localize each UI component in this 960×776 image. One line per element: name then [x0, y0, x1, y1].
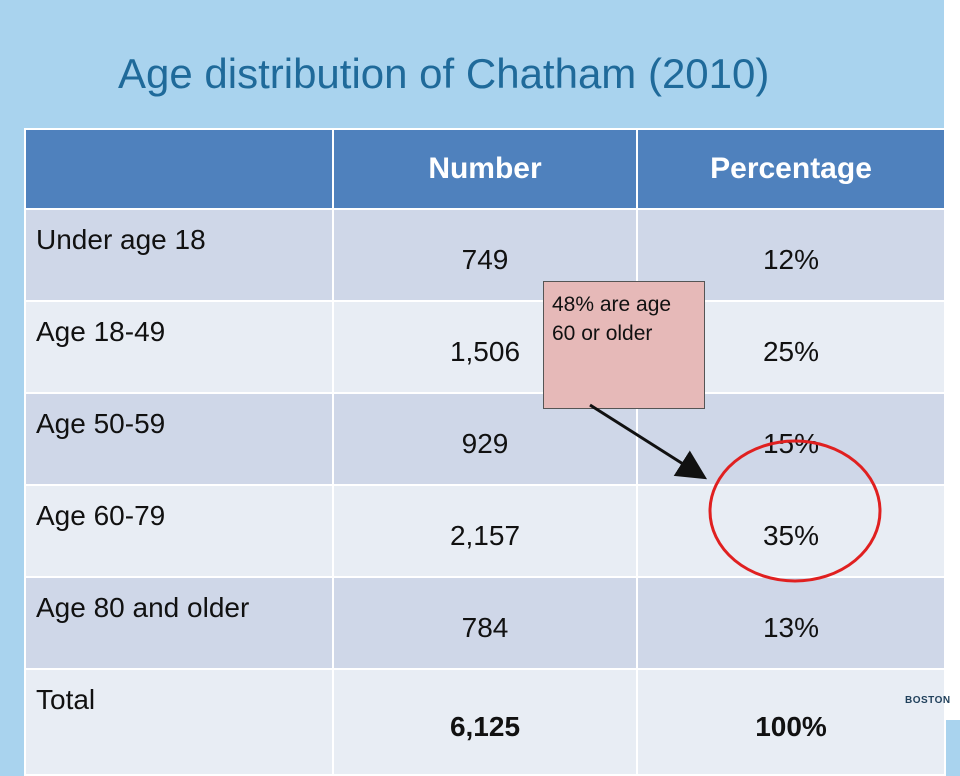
right-edge-panel	[944, 0, 960, 720]
callout-arrow	[589, 403, 708, 480]
table-header-row: Number Percentage	[24, 128, 946, 210]
header-cell-percentage: Percentage	[636, 128, 946, 210]
row-number: 784	[332, 576, 638, 670]
row-percentage: 12%	[636, 208, 946, 302]
table-row: Age 80 and older 784 13%	[24, 576, 946, 670]
header-cell-number: Number	[332, 128, 638, 210]
table-row: Age 60-79 2,157 35%	[24, 484, 946, 578]
row-percentage: 13%	[636, 576, 946, 670]
highlight-circle	[708, 439, 882, 583]
header-cell-empty	[24, 128, 334, 210]
callout-box: 48% are age 60 or older	[543, 281, 705, 409]
row-label: Age 80 and older	[24, 576, 334, 670]
row-percentage: 35%	[636, 484, 946, 578]
age-distribution-table: Number Percentage Under age 18 749 12% A…	[24, 128, 946, 776]
boston-logo-text: BOSTON	[905, 695, 951, 706]
row-label: Age 50-59	[24, 392, 334, 486]
row-label: Under age 18	[24, 208, 334, 302]
annotation-overlay	[589, 403, 882, 583]
page-title: Age distribution of Chatham (2010)	[118, 50, 770, 97]
row-number: 2,157	[332, 484, 638, 578]
row-label: Age 18-49	[24, 300, 334, 394]
row-label: Age 60-79	[24, 484, 334, 578]
